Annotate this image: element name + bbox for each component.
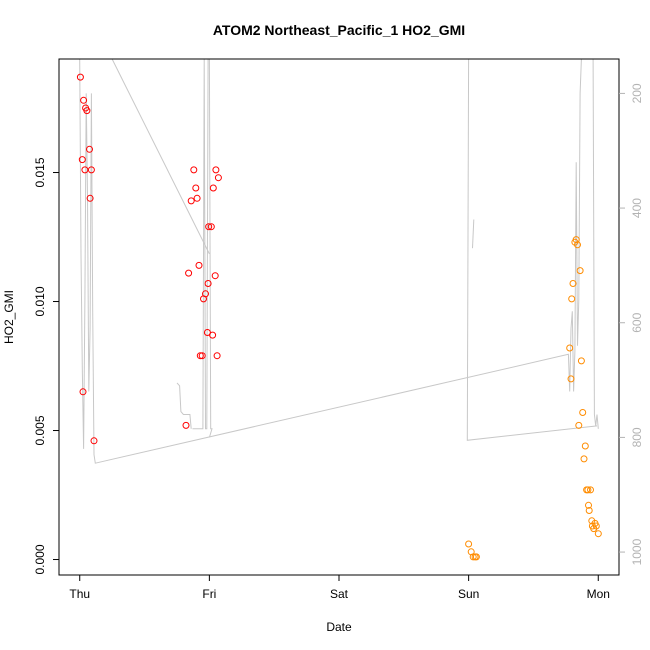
- x-tick-label: Sat: [330, 587, 349, 601]
- x-tick-label: Fri: [202, 587, 216, 601]
- data-point: [185, 269, 193, 277]
- data-point: [79, 388, 87, 396]
- pressure-track-segment: [176, 382, 192, 429]
- data-point: [202, 290, 209, 298]
- data-point: [579, 409, 587, 416]
- pressure-track-segment: [592, 58, 599, 429]
- y-tick-label: 0.010: [33, 286, 47, 316]
- data-point: [594, 530, 602, 538]
- y-axis-right: 200 400 600 800 1000: [619, 83, 644, 565]
- y-right-tick-label: 200: [630, 83, 644, 103]
- data-point: [187, 197, 195, 205]
- data-point: [87, 166, 95, 174]
- data-point: [192, 184, 200, 192]
- x-axis: Thu Fri Sat Sun Mon: [69, 575, 610, 601]
- data-point: [213, 352, 221, 360]
- data-point: [568, 295, 576, 303]
- data-point: [76, 73, 84, 81]
- data-point: [580, 455, 588, 463]
- data-point: [465, 540, 473, 548]
- x-tick-label: Mon: [587, 587, 610, 601]
- pressure-track-line: [79, 58, 582, 464]
- data-point: [587, 486, 594, 494]
- data-point: [193, 194, 201, 202]
- y-axis-label: HO2_GMI: [2, 290, 16, 344]
- data-point: [581, 442, 589, 450]
- pressure-track-segment: [192, 58, 213, 438]
- data-point: [577, 357, 585, 365]
- x-tick-label: Sun: [458, 587, 479, 601]
- data-point: [592, 522, 600, 530]
- data-point: [574, 241, 581, 249]
- data-point: [190, 166, 198, 174]
- data-point: [83, 107, 91, 115]
- data-point: [211, 272, 219, 280]
- data-point: [90, 437, 98, 445]
- data-point: [182, 421, 190, 429]
- x-tick-label: Thu: [69, 587, 90, 601]
- y-right-tick-label: 600: [630, 312, 644, 332]
- data-point: [569, 280, 577, 287]
- pressure-track-segment: [472, 219, 475, 249]
- data-point: [585, 507, 593, 514]
- data-point: [196, 352, 204, 360]
- x-axis-label: Date: [326, 620, 352, 634]
- data-point: [209, 184, 217, 192]
- data-point: [472, 553, 480, 561]
- data-point: [566, 344, 574, 352]
- y-right-tick-label: 800: [630, 427, 644, 447]
- y-tick-label: 0.000: [33, 544, 47, 574]
- y-axis-left: 0.000 0.005 0.010 0.015: [33, 157, 59, 575]
- pressure-track-segment: [111, 58, 210, 255]
- data-point: [195, 261, 203, 269]
- data-point: [212, 166, 220, 174]
- y-tick-label: 0.015: [33, 157, 47, 187]
- data-point: [469, 553, 477, 561]
- data-point: [78, 156, 86, 164]
- data-point: [209, 331, 217, 339]
- data-point: [567, 375, 575, 383]
- data-point: [575, 421, 583, 429]
- plot-frame: [58, 58, 620, 576]
- data-point: [585, 501, 592, 509]
- data-point: [204, 280, 212, 287]
- data-point: [86, 145, 93, 153]
- data-point: [80, 96, 88, 104]
- data-point: [86, 194, 94, 202]
- data-point: [584, 486, 592, 494]
- data-points: [76, 73, 602, 561]
- y-right-tick-label: 1000: [630, 538, 644, 565]
- data-point: [572, 236, 580, 244]
- y-right-tick-label: 400: [630, 198, 644, 218]
- data-point: [576, 267, 584, 275]
- chart-title: ATOM2 Northeast_Pacific_1 HO2_GMI: [213, 22, 465, 38]
- y-tick-label: 0.005: [33, 415, 47, 445]
- data-point: [207, 223, 215, 231]
- pressure-track: [79, 58, 599, 464]
- data-point: [198, 352, 206, 360]
- data-point: [214, 174, 222, 182]
- data-point: [205, 223, 213, 231]
- pressure-track-segment: [466, 58, 598, 441]
